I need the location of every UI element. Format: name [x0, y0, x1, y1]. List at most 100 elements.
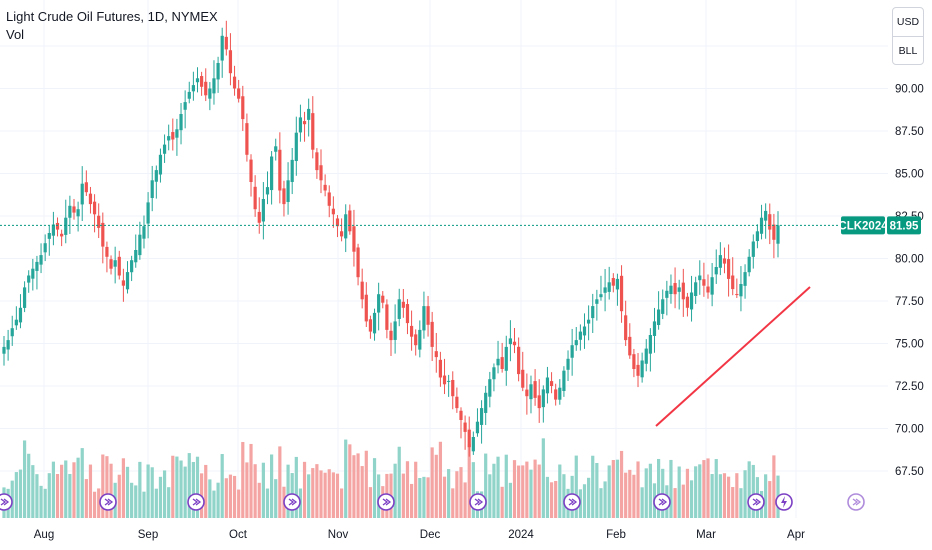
- candle-body: [51, 224, 56, 236]
- candle-body: [508, 338, 512, 345]
- candle-body: [105, 246, 109, 257]
- candle-body: [764, 210, 768, 221]
- volume-bar: [397, 446, 401, 518]
- volume-bar: [97, 488, 101, 518]
- price-axis[interactable]: 67.5070.0072.5075.0077.5080.0082.5085.00…: [895, 41, 924, 478]
- candle-body: [109, 259, 113, 269]
- volume-bar: [488, 474, 492, 518]
- volume-bar: [636, 461, 640, 518]
- candle-body: [364, 294, 368, 322]
- candle-body: [401, 301, 405, 308]
- volume-bar: [138, 461, 142, 518]
- candle-body: [405, 304, 410, 324]
- candle-body: [130, 260, 134, 273]
- candle-body: [14, 319, 18, 326]
- candlestick-series: [2, 20, 780, 457]
- candle-body: [525, 389, 529, 397]
- candle-body: [768, 214, 772, 230]
- candle-body: [195, 78, 200, 83]
- volume-bar: [14, 472, 18, 518]
- time-tick-label: Oct: [229, 529, 248, 541]
- volume-bar: [562, 474, 566, 518]
- candle-body: [574, 340, 578, 346]
- candle-body: [162, 144, 167, 154]
- volume-bar: [352, 455, 356, 518]
- volume-bar: [772, 455, 776, 518]
- volume-bar: [706, 458, 710, 518]
- volume-bar: [722, 473, 727, 518]
- candle-body: [150, 180, 154, 199]
- volume-bar: [393, 463, 397, 518]
- volume-bar: [529, 469, 533, 518]
- volume-bar: [278, 446, 282, 518]
- candle-body: [488, 379, 492, 397]
- candle-body: [595, 299, 599, 304]
- candle-body: [278, 149, 282, 191]
- volume-bar: [130, 482, 134, 518]
- volume-bar: [183, 466, 187, 518]
- currency-unit-selector[interactable]: USD BLL: [892, 7, 924, 65]
- candle-body: [237, 88, 241, 99]
- candle-body: [315, 152, 319, 171]
- candle-body: [661, 299, 665, 314]
- volume-bar: [599, 488, 603, 518]
- unit-bll[interactable]: BLL: [893, 36, 923, 65]
- candle-body: [554, 389, 558, 400]
- candle-body: [232, 76, 237, 89]
- candle-body: [500, 357, 504, 369]
- candle-body: [393, 321, 397, 340]
- candle-body: [484, 392, 488, 413]
- volume-bar: [27, 453, 31, 518]
- price-tick-label: 90.00: [895, 84, 924, 96]
- volume-bar: [377, 474, 381, 518]
- candle-body: [735, 294, 739, 296]
- volume-bar: [241, 441, 245, 518]
- candle-body: [377, 294, 381, 313]
- candle-body: [80, 183, 84, 205]
- candle-body: [31, 268, 35, 279]
- candle-body: [615, 278, 620, 290]
- candle-body: [245, 123, 249, 155]
- volume-bar: [426, 477, 430, 518]
- volume-bar: [438, 441, 443, 518]
- candle-body: [220, 35, 224, 61]
- candle-body: [722, 258, 727, 264]
- candle-body: [397, 299, 401, 319]
- volume-bar: [430, 447, 434, 518]
- candle-body: [689, 292, 694, 310]
- volume-bar: [611, 460, 615, 518]
- volume-bar: [418, 477, 422, 518]
- candle-body: [426, 306, 430, 325]
- candle-body: [459, 410, 463, 420]
- candle-body: [409, 325, 414, 337]
- time-axis[interactable]: Aug Sep Oct Nov Dec 2024 Feb Mar Apr: [34, 529, 805, 541]
- price-tick-label: 67.50: [895, 466, 924, 478]
- candle-body: [529, 384, 533, 400]
- volume-bar: [702, 460, 706, 518]
- candle-body: [582, 326, 587, 336]
- candle-body: [319, 165, 323, 181]
- candle-body: [714, 267, 718, 275]
- volume-bar: [335, 473, 340, 518]
- volume-bar: [224, 478, 228, 518]
- symbol-title[interactable]: Light Crude Oil Futures, 1D, NYMEX: [6, 9, 218, 24]
- candle-body: [751, 241, 755, 257]
- volume-bar: [88, 464, 93, 518]
- currency-usd[interactable]: USD: [896, 16, 920, 28]
- volume-bar: [735, 473, 739, 518]
- trend-line[interactable]: [655, 286, 811, 427]
- volume-bar: [595, 462, 599, 518]
- volume-bar: [714, 459, 718, 518]
- candle-body: [191, 85, 195, 92]
- candle-body: [298, 117, 303, 133]
- volume-bar: [101, 454, 105, 518]
- volume-bar: [43, 488, 47, 518]
- time-tick-label: Sep: [138, 529, 158, 541]
- candle-body: [339, 231, 344, 237]
- volume-bar: [624, 472, 628, 518]
- price-value-label: 81.95: [890, 220, 919, 232]
- volume-bar: [644, 468, 648, 518]
- volume-bar: [154, 488, 158, 518]
- volume-label[interactable]: Vol: [6, 27, 25, 42]
